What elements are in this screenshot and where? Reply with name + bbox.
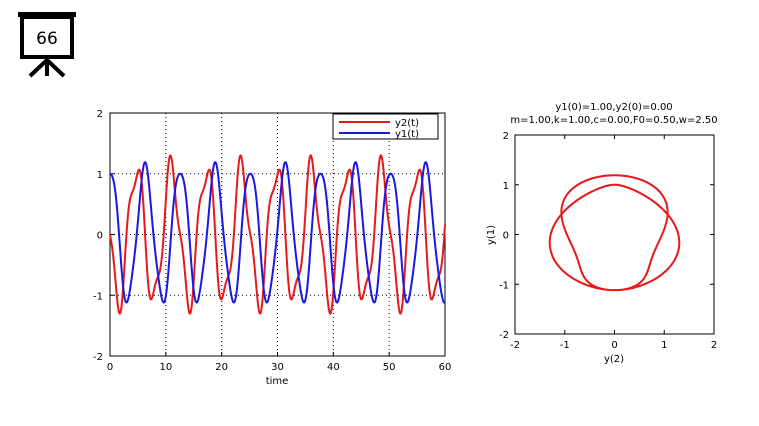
x-tick-label: 50: [383, 362, 396, 373]
projector-screen-icon: [18, 12, 76, 78]
legend-label-y1: y1(t): [395, 129, 419, 140]
time-series-grid: [110, 113, 445, 356]
time-series-lines: [109, 154, 446, 315]
y-tick-label: -1: [499, 280, 509, 291]
y-tick-label: 0: [503, 231, 509, 242]
time-series-ticks: 0 10 20 30 40 50 60 -2 -1 0 1 2: [93, 109, 451, 373]
y-tick-label: 0: [97, 231, 103, 242]
phase-portrait-x-axis-label: y(2): [604, 354, 624, 365]
y-tick-label: 1: [503, 181, 509, 192]
legend-box: [332, 113, 439, 140]
phase-portrait-title: y1(0)=1.00,y2(0)=0.00: [555, 102, 672, 113]
phase-portrait-chart: y1(0)=1.00,y2(0)=0.00 m=1.00,k=1.00,c=0.…: [486, 102, 718, 365]
x-tick-label: 40: [327, 362, 340, 373]
phase-portrait-plot-area: [514, 134, 715, 335]
phase-trajectory-line: [548, 174, 681, 292]
y-tick-label: -2: [93, 352, 103, 363]
x-tick-label: 30: [271, 362, 284, 373]
y-tick-label: -1: [93, 291, 103, 302]
y-tick-label: -2: [499, 330, 509, 341]
legend-label-y2: y2(t): [395, 118, 419, 129]
slide-number-badge: 66: [18, 12, 76, 78]
time-series-x-axis-label: time: [266, 376, 289, 387]
x-tick-label: -2: [510, 340, 520, 351]
x-tick-label: 2: [711, 340, 717, 351]
phase-portrait-ticks: -2 -1 0 1 2 -2 -1 0 1 2: [499, 131, 717, 351]
time-series-chart: 0 10 20 30 40 50 60 -2 -1 0 1 2 time y2(t) y1(t): [93, 109, 451, 387]
y-tick-label: 1: [97, 170, 103, 181]
y-tick-label: 2: [503, 131, 509, 142]
series-line-y2: [109, 154, 446, 315]
x-tick-label: -1: [560, 340, 570, 351]
series-line-y1: [109, 161, 446, 304]
x-tick-label: 60: [439, 362, 452, 373]
x-tick-label: 1: [661, 340, 667, 351]
y-tick-label: 2: [97, 109, 103, 120]
slide-number: 66: [36, 29, 58, 49]
x-tick-label: 0: [107, 362, 113, 373]
phase-portrait-subtitle: m=1.00,k=1.00,c=0.00,F0=0.50,w=2.50: [510, 115, 717, 126]
x-tick-label: 20: [215, 362, 228, 373]
phase-portrait-y-axis-label: y(1): [486, 225, 497, 245]
x-tick-label: 0: [611, 340, 617, 351]
time-series-legend: y2(t) y1(t): [332, 113, 439, 140]
phase-portrait-lines: [548, 174, 681, 292]
x-tick-label: 10: [159, 362, 172, 373]
